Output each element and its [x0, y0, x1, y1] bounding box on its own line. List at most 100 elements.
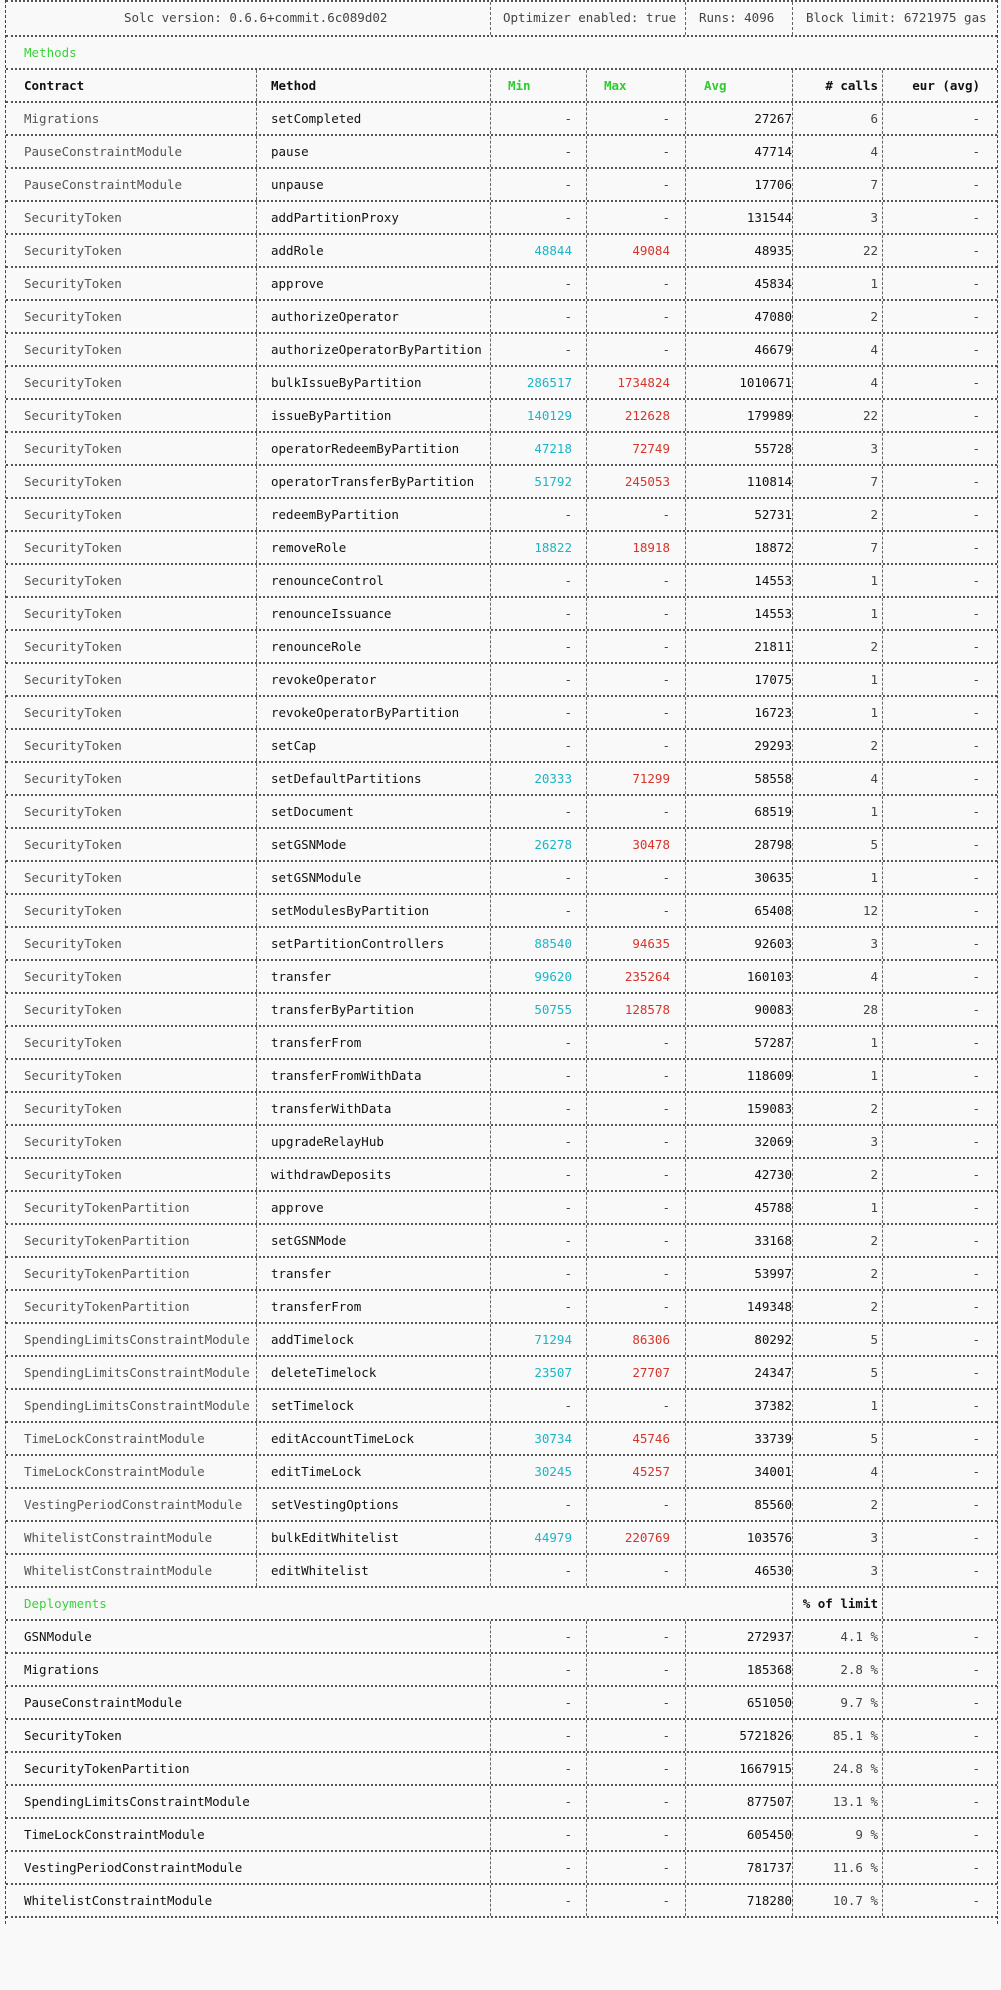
deploy-max-cell: - — [662, 1662, 670, 1677]
eur-cell: - — [972, 111, 980, 126]
min-gas-cell: - — [564, 705, 572, 720]
deploy-min-cell: - — [564, 1728, 572, 1743]
deploy-eur-cell: - — [972, 1728, 980, 1743]
max-gas-cell: - — [662, 1398, 670, 1413]
contract-cell: SecurityToken — [24, 903, 122, 918]
calls-cell: 2 — [870, 1167, 878, 1182]
deploy-avg-cell: 272937 — [746, 1629, 792, 1644]
deploy-contract-cell: WhitelistConstraintModule — [24, 1893, 213, 1908]
avg-gas-cell: 85560 — [754, 1497, 792, 1512]
min-gas-cell: - — [564, 1200, 572, 1215]
max-gas-cell: - — [662, 606, 670, 621]
method-row: SecurityToken operatorTransferByPartition… — [6, 464, 997, 497]
method-row: PauseConstraintModule unpause - - 17706 7 - — [6, 167, 997, 200]
method-cell: authorizeOperatorByPartition — [271, 342, 482, 357]
avg-gas-cell: 17075 — [754, 672, 792, 687]
method-row: SecurityTokenPartition approve - - 45788 1 - — [6, 1190, 997, 1223]
deployment-row: VestingPeriodConstraintModule - - 781737 11.… — [6, 1850, 997, 1883]
calls-cell: 4 — [870, 144, 878, 159]
avg-gas-cell: 33168 — [754, 1233, 792, 1248]
min-gas-cell: 50755 — [534, 1002, 572, 1017]
method-cell: transferByPartition — [271, 1002, 414, 1017]
method-row: SpendingLimitsConstraintModule deleteTime… — [6, 1355, 997, 1388]
avg-gas-cell: 103576 — [746, 1530, 792, 1545]
min-gas-cell: 88540 — [534, 936, 572, 951]
max-gas-cell: - — [662, 309, 670, 324]
eur-cell: - — [972, 1497, 980, 1512]
calls-cell: 1 — [870, 705, 878, 720]
max-gas-cell: - — [662, 1563, 670, 1578]
max-gas-cell: 18918 — [632, 540, 670, 555]
calls-cell: 1 — [870, 672, 878, 687]
deploy-max-cell: - — [662, 1827, 670, 1842]
methods-section-title: Methods — [24, 45, 77, 60]
method-row: SecurityToken removeRole 18822 18918 18872 7 - — [6, 530, 997, 563]
calls-cell: 3 — [870, 441, 878, 456]
eur-cell: - — [972, 144, 980, 159]
min-gas-cell: - — [564, 573, 572, 588]
deploy-min-cell: - — [564, 1893, 572, 1908]
max-gas-cell: 245053 — [624, 474, 670, 489]
min-gas-cell: 140129 — [526, 408, 572, 423]
max-gas-cell: 45257 — [632, 1464, 670, 1479]
deployment-row: WhitelistConstraintModule - - 718280 10.7 % - — [6, 1883, 997, 1916]
deploy-min-cell: - — [564, 1662, 572, 1677]
method-cell: revokeOperator — [271, 672, 377, 687]
calls-cell: 7 — [870, 177, 878, 192]
deploy-min-cell: - — [564, 1629, 572, 1644]
calls-cell: 5 — [870, 1332, 878, 1347]
method-row: PauseConstraintModule pause - - 47714 4 - — [6, 134, 997, 167]
max-gas-cell: - — [662, 672, 670, 687]
deploy-eur-cell: - — [972, 1893, 980, 1908]
avg-gas-cell: 110814 — [746, 474, 792, 489]
deploy-eur-cell: - — [972, 1860, 980, 1875]
min-gas-cell: - — [564, 1299, 572, 1314]
methods-section-row: Methods — [6, 35, 997, 68]
method-row: SpendingLimitsConstraintModule setTimeloc… — [6, 1388, 997, 1421]
max-gas-cell: 235264 — [624, 969, 670, 984]
calls-cell: 5 — [870, 837, 878, 852]
deploy-pct-cell: 11.6 % — [832, 1860, 878, 1875]
eur-cell: - — [972, 1365, 980, 1380]
deploy-contract-cell: TimeLockConstraintModule — [24, 1827, 205, 1842]
deploy-max-cell: - — [662, 1728, 670, 1743]
eur-cell: - — [972, 606, 980, 621]
eur-cell: - — [972, 276, 980, 291]
method-cell: approve — [271, 276, 324, 291]
method-row: SecurityToken operatorRedeemByPartition 47… — [6, 431, 997, 464]
min-gas-cell: - — [564, 111, 572, 126]
avg-gas-cell: 92603 — [754, 936, 792, 951]
calls-cell: 1 — [870, 1068, 878, 1083]
avg-gas-cell: 24347 — [754, 1365, 792, 1380]
calls-cell: 7 — [870, 474, 878, 489]
deploy-max-cell: - — [662, 1629, 670, 1644]
deploy-max-cell: - — [662, 1893, 670, 1908]
min-gas-cell: 99620 — [534, 969, 572, 984]
calls-cell: 2 — [870, 738, 878, 753]
eur-cell: - — [972, 210, 980, 225]
avg-gas-cell: 58558 — [754, 771, 792, 786]
avg-gas-cell: 14553 — [754, 573, 792, 588]
avg-gas-cell: 53997 — [754, 1266, 792, 1281]
avg-gas-cell: 46530 — [754, 1563, 792, 1578]
contract-cell: PauseConstraintModule — [24, 177, 183, 192]
calls-cell: 4 — [870, 1464, 878, 1479]
method-row: SecurityToken transferFromWithData - - 11860… — [6, 1058, 997, 1091]
column-header-row: Contract Method Min Max Avg # calls eur … — [6, 68, 997, 101]
deployments-section-row: Deployments % of limit — [6, 1586, 997, 1619]
eur-cell: - — [972, 804, 980, 819]
min-gas-cell: 30245 — [534, 1464, 572, 1479]
deploy-min-cell: - — [564, 1827, 572, 1842]
contract-cell: SecurityToken — [24, 507, 122, 522]
report-header-row: Solc version: 0.6.6+commit.6c089d02 Opti… — [6, 0, 997, 35]
method-cell: transferFrom — [271, 1299, 362, 1314]
min-gas-cell: 51792 — [534, 474, 572, 489]
max-gas-cell: - — [662, 639, 670, 654]
avg-gas-cell: 179989 — [746, 408, 792, 423]
contract-cell: SecurityTokenPartition — [24, 1233, 190, 1248]
method-cell: bulkIssueByPartition — [271, 375, 422, 390]
deployment-row: SecurityTokenPartition - - 1667915 24.8 % - — [6, 1751, 997, 1784]
method-cell: authorizeOperator — [271, 309, 399, 324]
max-gas-cell: - — [662, 342, 670, 357]
contract-cell: VestingPeriodConstraintModule — [24, 1497, 243, 1512]
